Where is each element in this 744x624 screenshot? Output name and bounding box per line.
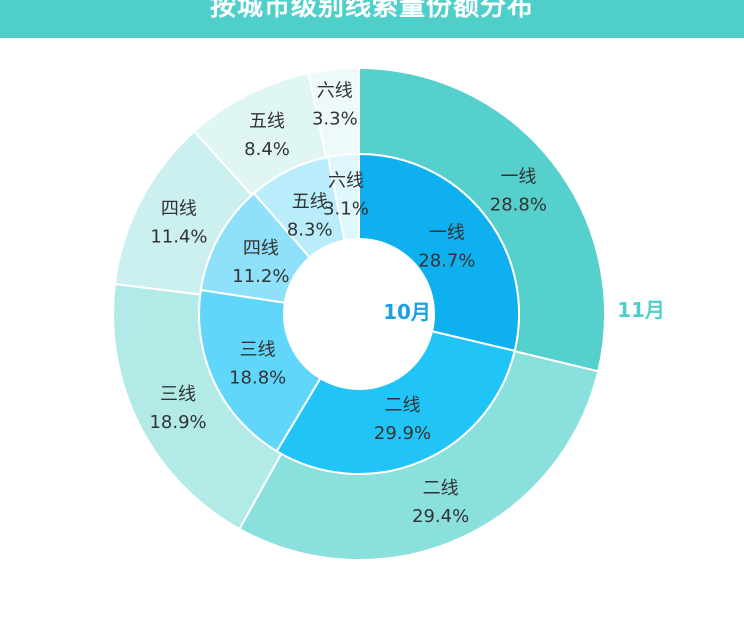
header-bar: 按城市级别线索量份额分布 xyxy=(0,0,744,38)
slice-value-label: 3.3% xyxy=(312,108,358,129)
slice-category-label: 一线 xyxy=(500,166,536,187)
slice-oct-2 xyxy=(275,330,516,475)
slice-category-label: 三线 xyxy=(240,340,276,361)
slice-oct-3 xyxy=(198,288,322,453)
slice-value-label: 29.4% xyxy=(412,506,469,527)
slice-value-label: 8.4% xyxy=(244,139,290,160)
slice-category-label: 六线 xyxy=(317,80,353,101)
ring-label-oct: 10月 xyxy=(383,300,431,324)
slice-category-label: 四线 xyxy=(161,198,197,219)
slice-value-label: 11.2% xyxy=(232,266,289,287)
slice-value-label: 11.4% xyxy=(150,226,207,247)
slice-oct-1 xyxy=(358,152,520,353)
slice-category-label: 五线 xyxy=(249,111,285,132)
slice-value-label: 3.1% xyxy=(323,199,369,220)
slice-value-label: 29.9% xyxy=(374,423,431,444)
slice-category-label: 五线 xyxy=(292,191,328,212)
slice-value-label: 28.8% xyxy=(490,194,547,215)
slice-value-label: 28.7% xyxy=(418,251,475,272)
slice-oct-6 xyxy=(326,152,360,242)
slice-category-label: 一线 xyxy=(429,223,465,244)
page-title: 按城市级别线索量份额分布 xyxy=(209,0,534,22)
slice-category-label: 二线 xyxy=(423,478,459,499)
slice-category-label: 二线 xyxy=(385,395,421,416)
slice-category-label: 四线 xyxy=(243,238,279,259)
ring-label-nov: 11月 xyxy=(617,298,665,322)
slice-category-label: 三线 xyxy=(160,384,196,405)
slice-category-label: 六线 xyxy=(328,171,364,192)
slice-value-label: 18.9% xyxy=(149,412,206,433)
slice-value-label: 8.3% xyxy=(287,219,333,240)
slice-value-label: 18.8% xyxy=(229,368,286,389)
